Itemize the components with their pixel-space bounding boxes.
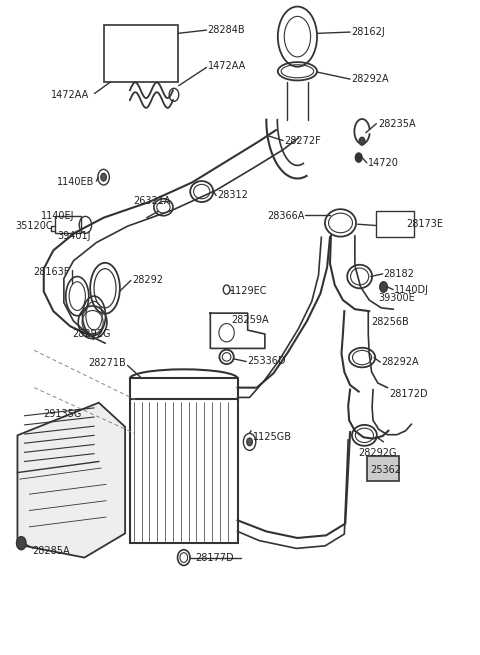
Text: 1140EJ: 1140EJ <box>41 212 75 221</box>
Text: 28292G: 28292G <box>72 329 111 339</box>
Text: 1140DJ: 1140DJ <box>394 284 429 295</box>
Bar <box>367 457 399 481</box>
Text: 1472AA: 1472AA <box>207 61 246 71</box>
Circle shape <box>101 174 107 181</box>
Text: 25362: 25362 <box>371 465 402 475</box>
Circle shape <box>380 282 387 292</box>
Text: 35120C: 35120C <box>15 221 53 231</box>
Text: 28172D: 28172D <box>389 389 428 399</box>
Text: 28235A: 28235A <box>378 119 416 128</box>
Text: 28292A: 28292A <box>351 74 389 84</box>
Circle shape <box>16 536 26 550</box>
Text: 28284B: 28284B <box>207 25 245 35</box>
Text: 39300E: 39300E <box>379 293 416 303</box>
Text: 28366A: 28366A <box>268 212 305 221</box>
Text: 28256B: 28256B <box>372 317 409 328</box>
Text: 1129EC: 1129EC <box>230 286 268 296</box>
Text: 25336D: 25336D <box>247 356 286 367</box>
Text: 28162J: 28162J <box>351 27 385 37</box>
Bar <box>130 400 238 543</box>
Text: 28163F: 28163F <box>34 267 70 277</box>
Text: 26321A: 26321A <box>134 196 171 206</box>
Text: 28177D: 28177D <box>195 553 234 563</box>
Text: 28312: 28312 <box>217 191 248 200</box>
Text: 28182: 28182 <box>384 269 414 279</box>
Text: 1125GB: 1125GB <box>253 432 292 442</box>
Text: 1140EB: 1140EB <box>57 177 94 187</box>
Bar <box>376 211 414 237</box>
Text: 29135G: 29135G <box>43 409 81 419</box>
Bar <box>104 25 178 83</box>
Text: 14720: 14720 <box>368 158 399 168</box>
Circle shape <box>247 438 252 446</box>
Circle shape <box>359 138 365 145</box>
Text: 28292G: 28292G <box>359 448 397 458</box>
Text: 39401J: 39401J <box>57 231 91 241</box>
Bar <box>55 216 81 233</box>
Text: 28285A: 28285A <box>32 546 70 556</box>
Text: 1472AA: 1472AA <box>51 90 89 100</box>
Text: 28271B: 28271B <box>88 358 126 369</box>
Polygon shape <box>17 403 125 557</box>
Text: 28259A: 28259A <box>231 314 269 325</box>
Text: 28292A: 28292A <box>381 357 419 367</box>
Text: 28173E: 28173E <box>406 219 443 229</box>
Circle shape <box>355 153 362 162</box>
Text: 28292: 28292 <box>132 276 163 286</box>
Text: 28272F: 28272F <box>284 136 321 145</box>
